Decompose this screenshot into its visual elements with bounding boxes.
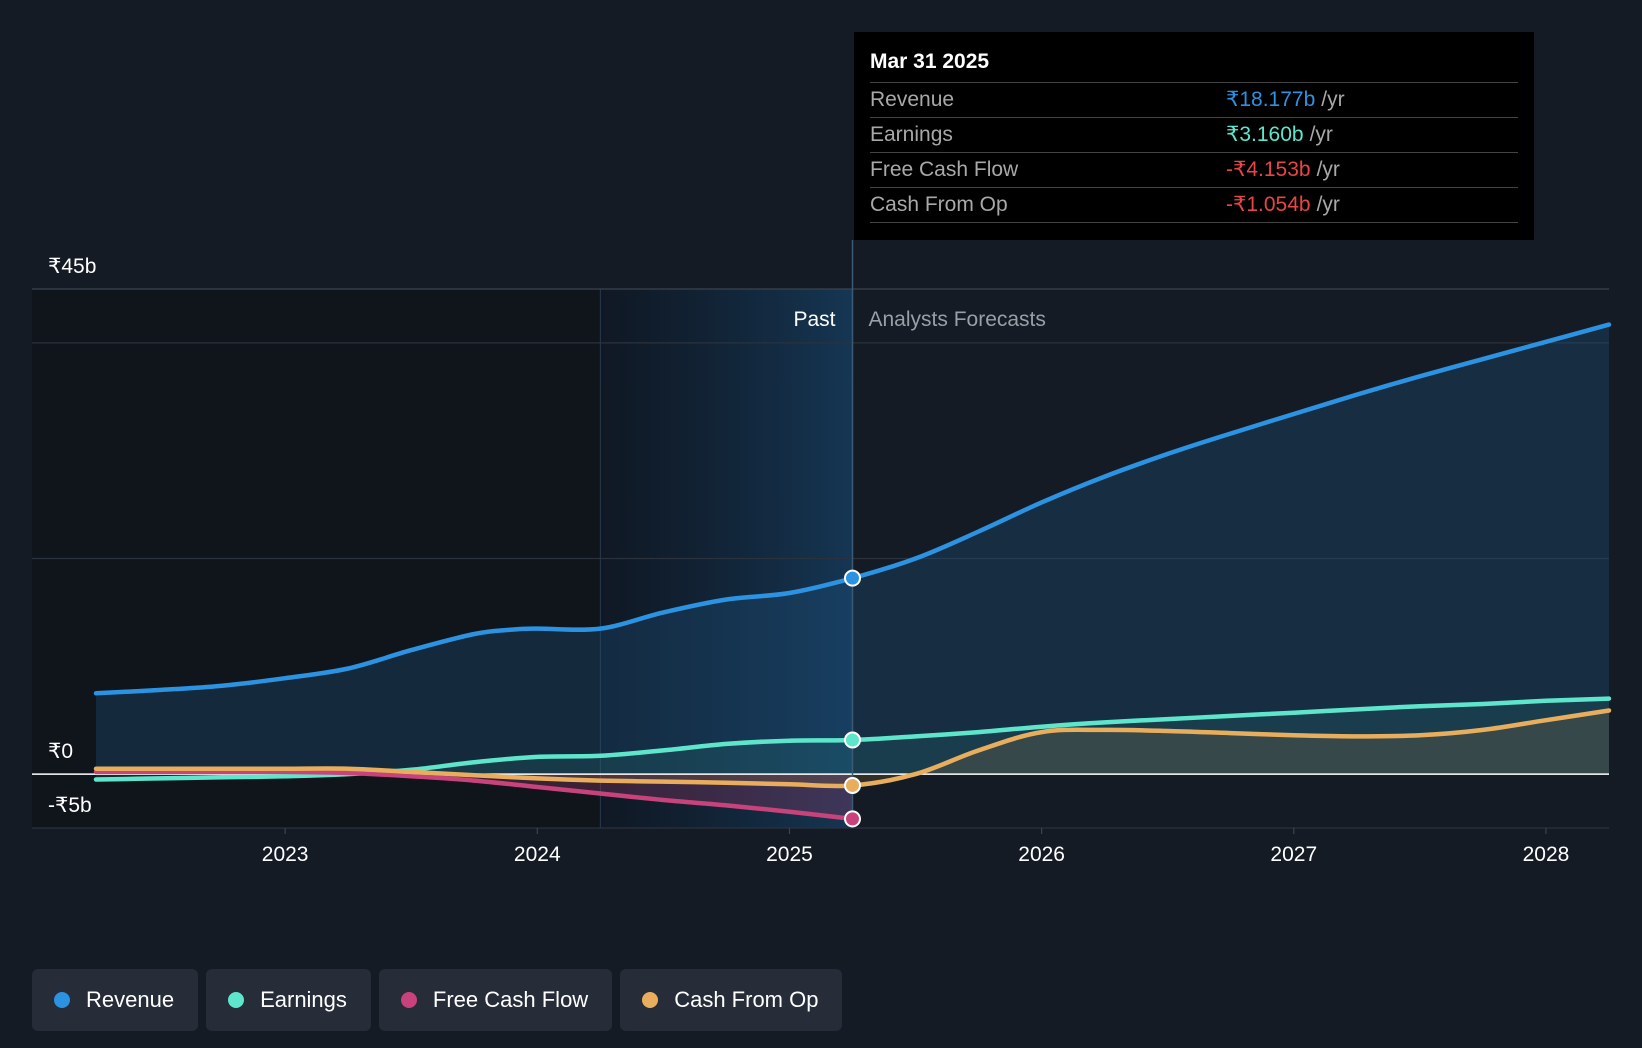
revenue-dot-icon [54, 992, 70, 1008]
cash-from-op-dot-icon [642, 992, 659, 1008]
x-tick-label: 2025 [766, 843, 813, 866]
tooltip-label: Revenue [870, 88, 955, 111]
forecast-label: Analysts Forecasts [869, 308, 1046, 331]
tooltip-value: -₹4.153b [1226, 158, 1311, 181]
tooltip-row-earnings: Earnings ₹3.160b /yr [870, 118, 1518, 153]
x-tick-label: 2024 [514, 843, 561, 866]
earnings-marker[interactable] [844, 731, 861, 749]
earnings-area [96, 698, 1609, 780]
x-tick-label: 2023 [262, 843, 309, 866]
tooltip-unit: /yr [1316, 193, 1340, 216]
tooltip-row-revenue: Revenue ₹18.177b /yr [870, 83, 1518, 118]
legend-label: Cash From Op [674, 987, 819, 1012]
tooltip-value: -₹1.054b [1226, 193, 1311, 216]
tooltip-label: Cash From Op [870, 193, 1008, 216]
free-cash-flow-line [93, 769, 855, 822]
y-axis: ₹45b ₹0 -₹5b [48, 255, 96, 817]
tooltip-label: Free Cash Flow [870, 158, 1019, 181]
legend: Revenue Earnings Free Cash Flow Cash Fro… [32, 969, 843, 1031]
x-axis: 2023 2024 2025 2026 2027 2028 [262, 828, 1570, 866]
legend-item-free-cash-flow[interactable]: Free Cash Flow [378, 969, 613, 1031]
x-tick-label: 2028 [1523, 843, 1570, 866]
tooltip-label: Earnings [870, 123, 953, 146]
legend-item-cash-from-op[interactable]: Cash From Op [620, 969, 843, 1031]
tooltip-row-free-cash-flow: Free Cash Flow -₹4.153b /yr [870, 153, 1518, 188]
tooltip-row-cash-from-op: Cash From Op -₹1.054b /yr [870, 188, 1518, 223]
tooltip-unit: /yr [1309, 123, 1333, 146]
cash-from-op-area [96, 710, 1609, 787]
past-label: Past [793, 308, 835, 331]
x-tick-label: 2026 [1018, 843, 1065, 866]
tooltip-value: ₹3.160b [1226, 123, 1304, 146]
legend-label: Free Cash Flow [432, 987, 589, 1012]
legend-label: Revenue [86, 987, 175, 1012]
series-markers [844, 569, 861, 828]
earnings-dot-icon [228, 992, 245, 1008]
tooltip-date: Mar 31 2025 [870, 46, 1518, 83]
y-tick-label: -₹5b [48, 794, 92, 817]
revenue-area [96, 324, 1609, 775]
tooltip-unit: /yr [1321, 88, 1345, 111]
tooltip-value: ₹18.177b [1226, 88, 1316, 111]
tooltip: Mar 31 2025 Revenue ₹18.177b /yr Earning… [854, 32, 1534, 240]
revenue-marker[interactable] [844, 569, 861, 587]
free-cash-flow-dot-icon [400, 992, 417, 1008]
legend-item-earnings[interactable]: Earnings [206, 969, 371, 1031]
tooltip-unit: /yr [1316, 158, 1340, 181]
legend-item-revenue[interactable]: Revenue [32, 969, 199, 1031]
legend-label: Earnings [260, 987, 347, 1012]
y-tick-label: ₹0 [48, 740, 73, 763]
free-cash-flow-marker[interactable] [844, 810, 861, 828]
y-tick-label: ₹45b [48, 255, 96, 278]
cash-from-op-marker[interactable] [844, 776, 861, 794]
x-tick-label: 2027 [1270, 843, 1317, 866]
